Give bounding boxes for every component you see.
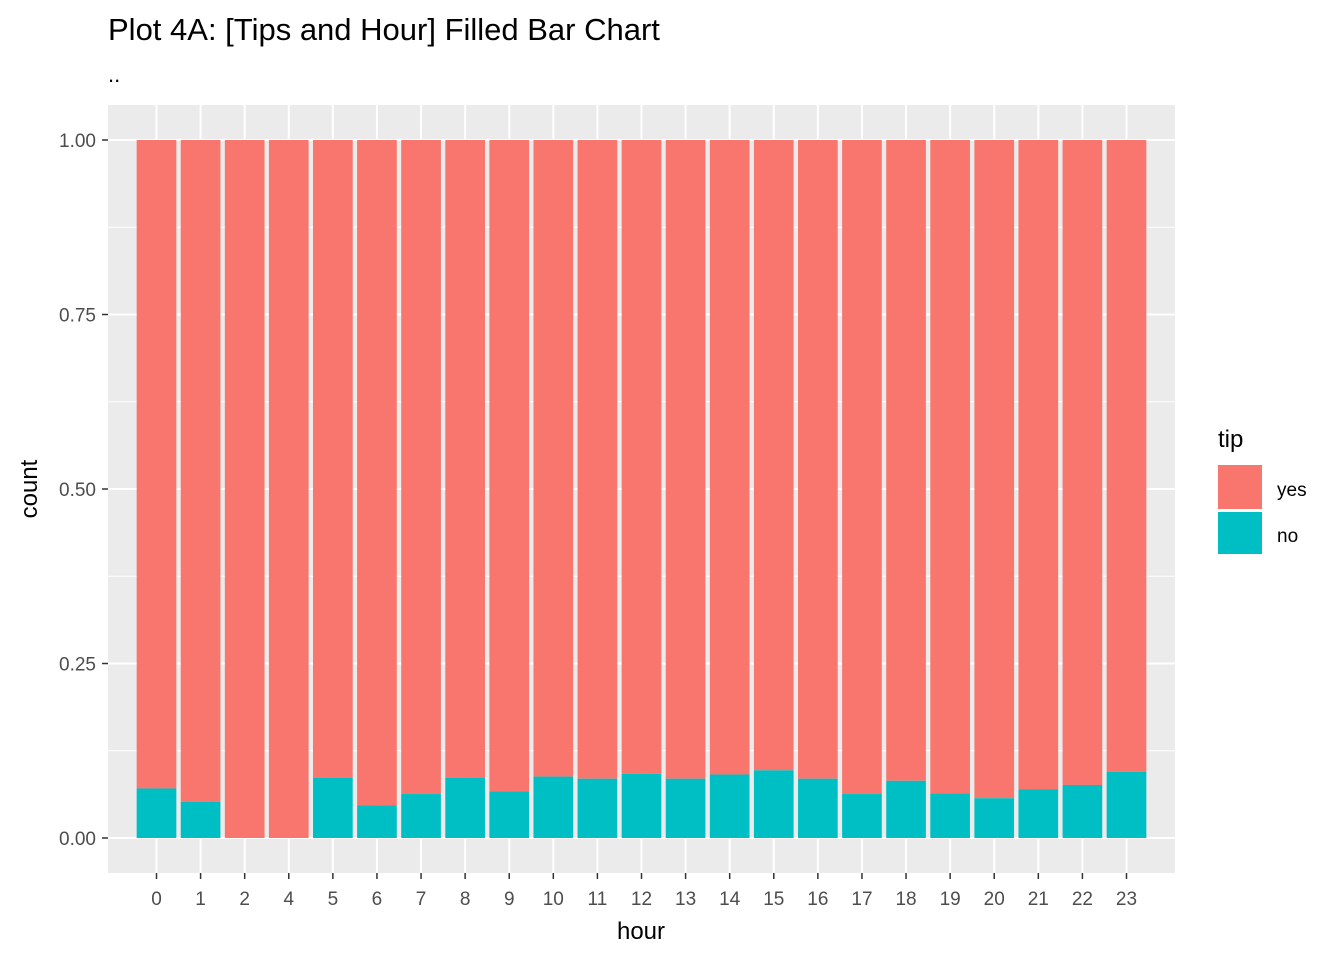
bar-yes-7 (401, 140, 441, 795)
bar-no-15 (753, 770, 794, 838)
x-tick-label: 0 (151, 889, 162, 910)
y-tick-label: 0.75 (59, 306, 96, 327)
x-tick-label: 8 (460, 889, 471, 910)
bar-no-14 (709, 774, 750, 838)
bar-no-22 (1062, 784, 1103, 838)
bar-no-17 (842, 794, 882, 838)
bar-yes-9 (489, 140, 530, 792)
x-tick-label: 11 (588, 889, 608, 910)
bar-yes-8 (445, 140, 485, 778)
bar-yes-20 (974, 140, 1015, 799)
bar-yes-16 (798, 140, 838, 779)
legend-label-yes: yes (1277, 480, 1307, 501)
bar-no-12 (621, 773, 662, 838)
legend-title: tip (1218, 426, 1243, 453)
x-tick-label: 20 (984, 889, 1005, 910)
x-tick-label: 10 (543, 889, 564, 910)
x-tick-label: 6 (372, 889, 383, 910)
x-tick-label: 1 (195, 889, 206, 910)
x-tick-label: 9 (504, 889, 515, 910)
x-tick-label: 13 (675, 889, 696, 910)
bar-yes-6 (357, 140, 397, 806)
x-tick-label: 5 (328, 889, 339, 910)
bars (136, 140, 1147, 838)
bar-yes-15 (753, 140, 794, 771)
bar-no-6 (357, 805, 397, 838)
x-tick-label: 12 (631, 889, 652, 910)
bar-yes-19 (930, 140, 970, 794)
x-tick-label: 19 (940, 889, 961, 910)
y-tick-label: 0.00 (59, 829, 96, 850)
bar-no-20 (974, 798, 1015, 838)
bar-yes-11 (577, 140, 618, 779)
bar-yes-14 (709, 140, 750, 775)
x-tick-label: 17 (851, 889, 872, 910)
bar-yes-4 (268, 140, 309, 838)
x-axis: 0 1 2 4 5 6 7 8 9 10 11 12 13 14 15 16 17 18 19 20 21 22 23 (151, 873, 1137, 910)
bar-yes-10 (533, 140, 574, 777)
chart-subtitle: .. (108, 62, 120, 87)
bar-no-21 (1018, 789, 1059, 838)
bar-yes-12 (621, 140, 662, 774)
x-tick-label: 16 (807, 889, 828, 910)
y-tick-label: 0.25 (59, 655, 96, 676)
legend-label-no: no (1277, 526, 1298, 547)
legend-key-no (1218, 512, 1262, 554)
bar-no-7 (401, 794, 441, 838)
y-axis-title: count (16, 459, 43, 518)
x-tick-label: 7 (416, 889, 427, 910)
bar-no-10 (533, 776, 574, 838)
bar-no-11 (577, 778, 618, 838)
bar-yes-21 (1018, 140, 1059, 790)
legend: tip yes no (1218, 426, 1307, 554)
x-tick-label: 22 (1072, 889, 1093, 910)
bar-no-9 (489, 791, 530, 838)
x-tick-label: 23 (1116, 889, 1137, 910)
bar-yes-1 (180, 140, 221, 802)
x-tick-label: 21 (1028, 889, 1049, 910)
bar-no-18 (886, 780, 926, 838)
y-axis: 0.00 0.25 0.50 0.75 1.00 (59, 131, 108, 850)
bar-yes-5 (313, 140, 353, 778)
bar-yes-13 (665, 140, 706, 779)
bar-yes-18 (886, 140, 926, 781)
bar-no-0 (136, 788, 177, 838)
x-tick-label: 2 (239, 889, 250, 910)
x-tick-label: 18 (895, 889, 916, 910)
bar-no-16 (798, 778, 838, 838)
bar-no-5 (313, 777, 353, 838)
bar-no-8 (445, 777, 485, 838)
y-tick-label: 0.50 (59, 480, 96, 501)
bar-yes-17 (842, 140, 882, 795)
x-tick-label: 4 (283, 889, 294, 910)
bar-yes-23 (1106, 140, 1147, 772)
bar-yes-22 (1062, 140, 1103, 785)
bar-no-19 (930, 793, 970, 838)
x-tick-label: 14 (719, 889, 741, 910)
x-tick-label: 15 (763, 889, 784, 910)
bar-no-23 (1106, 771, 1147, 838)
x-axis-title: hour (617, 918, 665, 945)
bar-yes-0 (136, 140, 177, 789)
bar-no-13 (665, 778, 706, 838)
bar-no-1 (180, 801, 221, 838)
legend-key-yes (1218, 465, 1262, 509)
bar-yes-2 (224, 140, 265, 838)
y-tick-label: 1.00 (59, 131, 96, 152)
chart-title: Plot 4A: [Tips and Hour] Filled Bar Char… (108, 12, 660, 47)
